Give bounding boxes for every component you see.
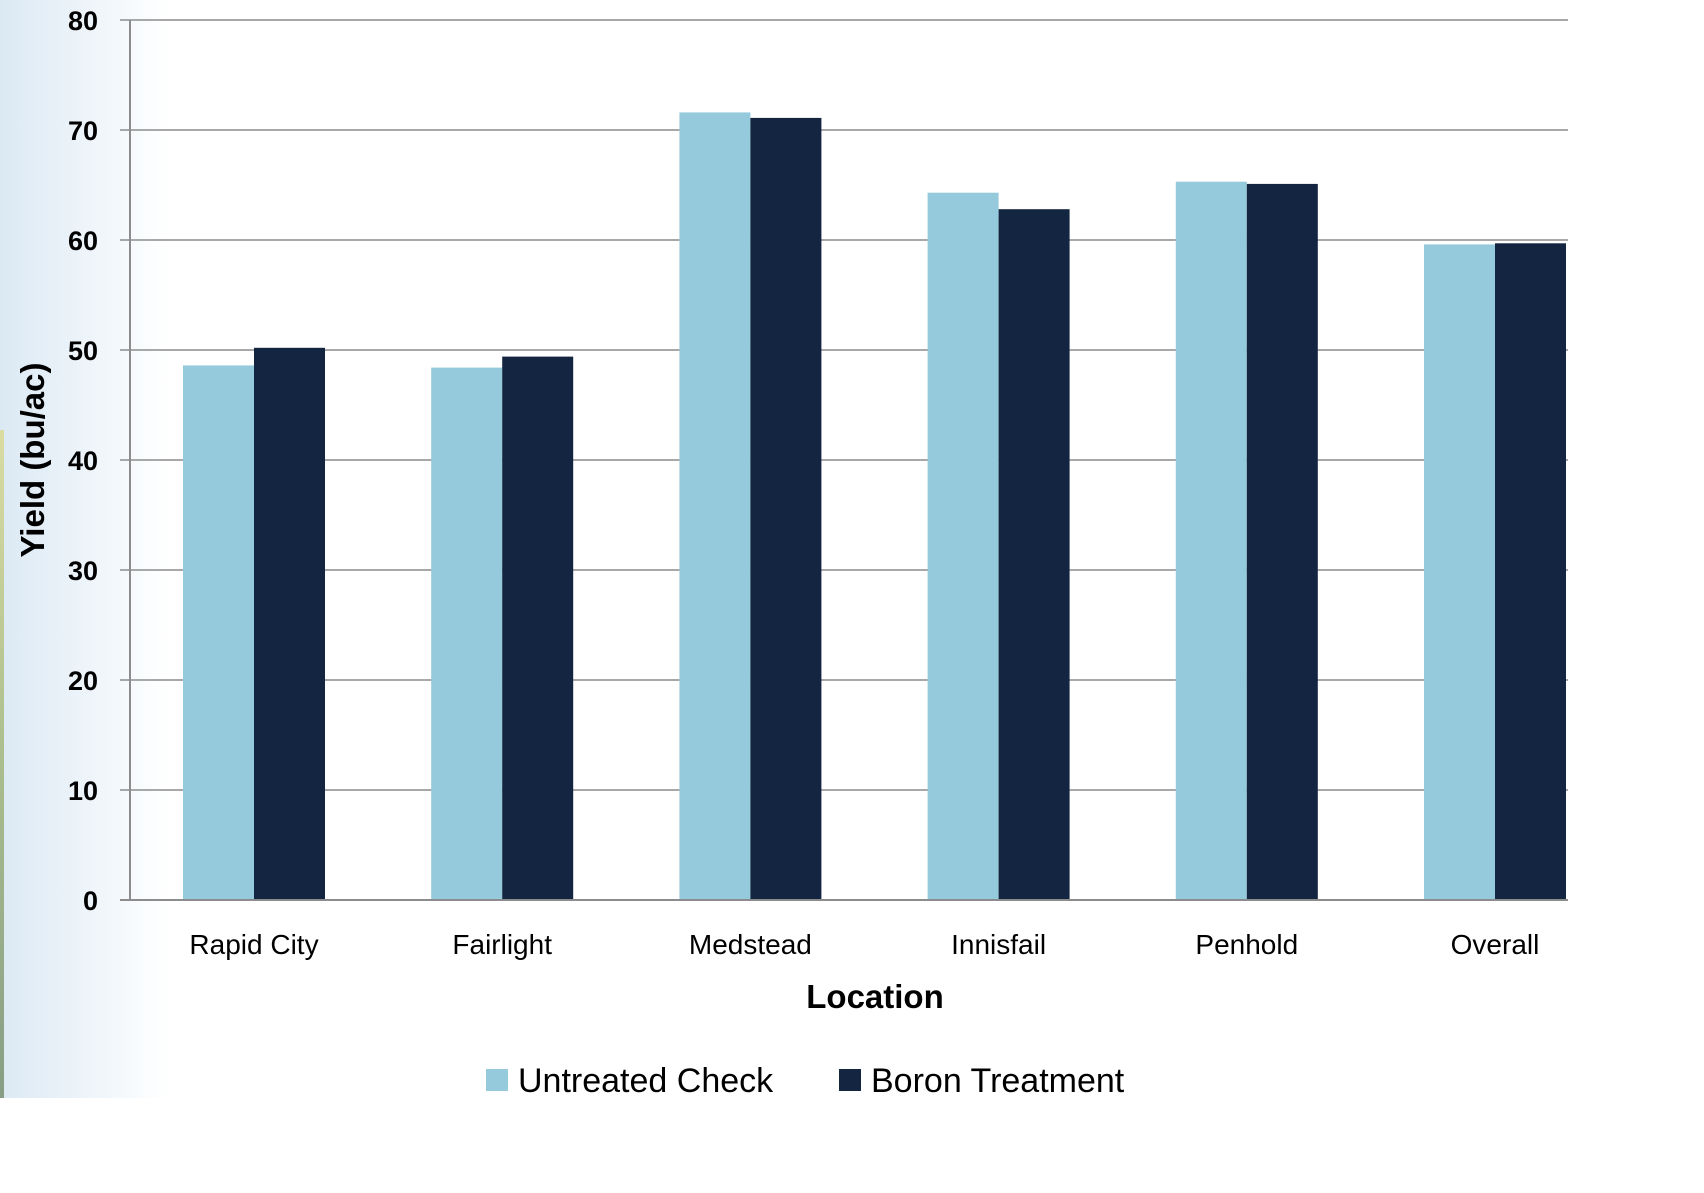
bar-untreated: [927, 192, 999, 900]
y-tick-label: 70: [68, 116, 98, 146]
legend: Untreated Check Boron Treatment: [486, 1062, 1125, 1098]
y-tick-labels: 0 10 20 30 40 50 60 70 80: [68, 6, 98, 916]
x-tick-label: Penhold: [1195, 929, 1298, 960]
gridlines: [120, 19, 1568, 791]
bar-boron: [254, 347, 325, 900]
bars: [183, 112, 1566, 901]
y-axis-title: Yield (bu/ac): [14, 363, 51, 558]
x-tick-label: Overall: [1451, 929, 1540, 960]
bar-boron: [1495, 243, 1566, 901]
bar-untreated: [431, 367, 503, 901]
bar-untreated: [183, 365, 254, 900]
bar-boron: [502, 356, 574, 901]
x-tick-labels: Rapid City Fairlight Medstead Innisfail Penh…: [189, 929, 1539, 960]
y-tick-label: 10: [68, 776, 98, 806]
bar-untreated: [1424, 244, 1495, 900]
y-tick-label: 20: [68, 666, 98, 696]
x-tick-label: Rapid City: [189, 929, 318, 960]
y-tick-label: 40: [68, 446, 98, 476]
background-image-edge: [0, 430, 4, 1098]
x-tick-label: Medstead: [689, 929, 812, 960]
y-tick-label: 50: [68, 336, 98, 366]
x-axis-title: Location: [806, 978, 944, 1015]
bar-boron: [1246, 183, 1318, 900]
x-tick-label: Innisfail: [951, 929, 1046, 960]
y-tick-label: 80: [68, 6, 98, 36]
bar-boron: [750, 117, 822, 900]
x-tick-label: Fairlight: [452, 929, 552, 960]
legend-swatch-boron: [839, 1069, 861, 1091]
y-tick-label: 60: [68, 226, 98, 256]
legend-swatch-untreated: [486, 1069, 508, 1091]
bar-boron: [998, 209, 1070, 900]
bar-untreated: [1175, 181, 1247, 900]
bar-untreated: [679, 112, 751, 900]
legend-label-untreated: Untreated Check: [518, 1062, 774, 1098]
y-tick-label: 0: [83, 886, 98, 916]
legend-label-boron: Boron Treatment: [871, 1062, 1125, 1098]
axes: [120, 20, 1568, 901]
y-tick-label: 30: [68, 556, 98, 586]
bar-chart: 0 10 20 30 40 50 60 70 80 Rapid City Fairlight Med…: [14, 6, 1568, 1098]
